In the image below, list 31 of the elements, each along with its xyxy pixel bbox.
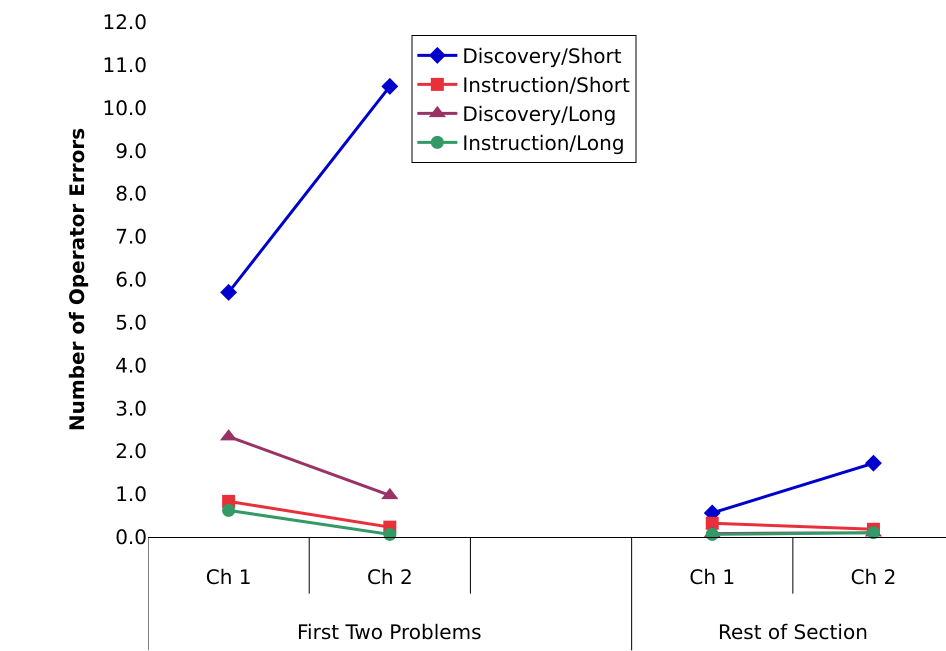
y-tick-label: 12.0 [102,10,147,34]
point [865,454,882,472]
text: Rest of Section [718,620,868,644]
point [706,516,719,530]
y-tick-label: 7.0 [115,224,147,249]
x-tick-label: Ch 2 [366,565,413,589]
y-tick-label: 3.0 [115,396,147,420]
legend-label: Instruction/Short [462,73,630,98]
x-tick-label: Ch 1 [206,565,252,589]
y-tick-label: 10.0 [102,96,147,120]
x-tick-label: Ch 1 [689,565,736,589]
text: First Two Problems [297,620,482,644]
legend-label: Instruction/Long [462,131,625,156]
point [866,526,880,540]
y-axis-title: Number of Operator Errors [64,128,89,432]
point [381,78,398,95]
y-tick-label: 0.0 [115,525,147,549]
y-tick-label: 5.0 [115,310,147,334]
y-tick-label: 8.0 [115,182,147,206]
legend-label: Discovery/Long [462,102,616,126]
point [222,504,236,517]
y-tick-label: 2.0 [115,439,147,464]
y-tick-label: 4.0 [115,353,147,378]
x-tick-label: Ch 2 [850,565,896,589]
y-tick-label: 11.0 [102,52,147,77]
point [383,528,396,541]
y-tick-label: 9.0 [115,138,147,163]
point [220,284,238,301]
y-tick-label: 6.0 [115,268,147,292]
y-tick-label: 1.0 [115,482,147,506]
legend-label: Discovery/Short [462,44,622,68]
